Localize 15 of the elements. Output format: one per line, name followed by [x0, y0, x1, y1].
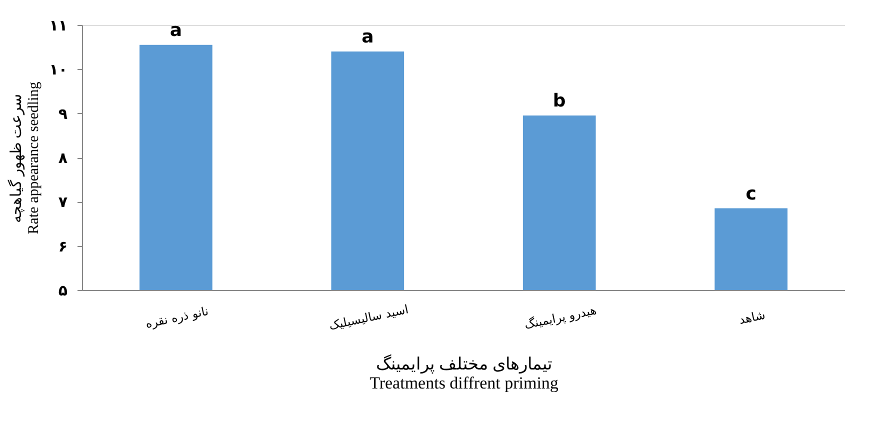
- annotation: c: [746, 183, 756, 204]
- y-tick-label: ۱۱: [49, 16, 68, 34]
- x-tick-label: اسید سالیسیلیک: [328, 302, 410, 333]
- annotation: b: [552, 90, 566, 112]
- y-tick-label: ۵: [58, 282, 68, 300]
- x-tick-label: هیدرو پرایمینگ: [523, 302, 598, 332]
- y-tick-label: ۱۰: [49, 60, 68, 79]
- annotation: a: [170, 20, 182, 41]
- annotation: a: [362, 26, 374, 48]
- y-tick-label: ۷: [58, 193, 68, 212]
- x-tick-label: نانو ذره نقره: [144, 304, 210, 331]
- y-tick-label: ۹: [58, 104, 68, 123]
- x-tick-label: شاهد: [738, 308, 766, 327]
- y-tick-label: ۸: [58, 149, 68, 167]
- y-tick-label: ۶: [58, 237, 68, 256]
